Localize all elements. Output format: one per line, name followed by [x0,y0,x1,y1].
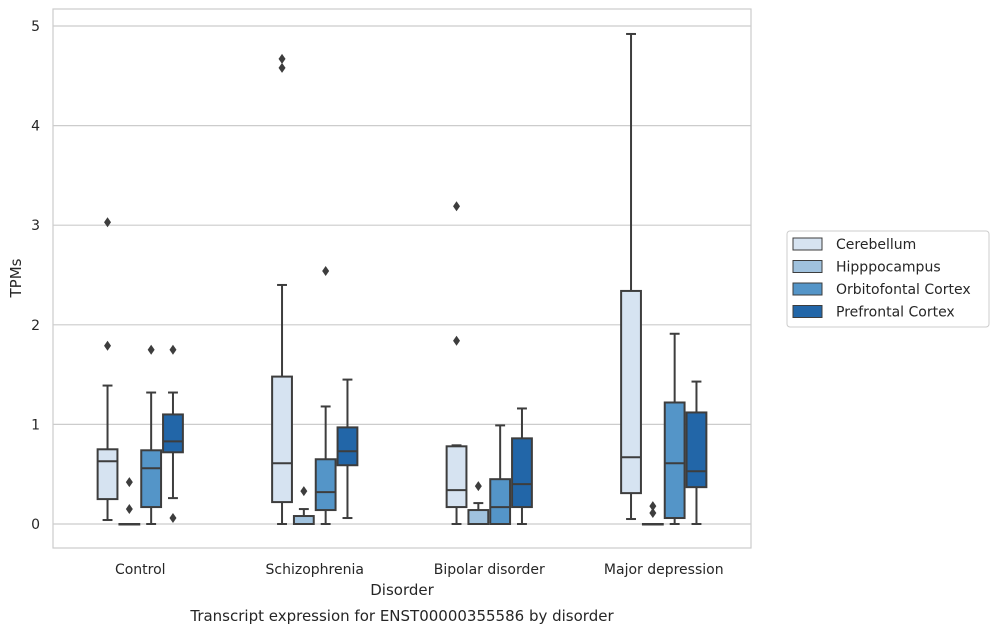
box-plot [336,378,359,520]
box-plot [511,407,533,525]
x-ticks: Control Schizophrenia Bipolar disorder Majo… [115,562,724,578]
x-tick-label: Major depression [604,562,724,578]
y-ticks: 0 1 2 3 4 5 [31,19,40,533]
outlier-point [322,266,330,277]
box-plot [96,217,119,522]
box-plot [685,380,708,525]
box-body [271,375,293,504]
box-plot [314,266,337,525]
x-tick-label: Control [115,562,166,578]
y-axis-title: TPMs [7,258,25,298]
legend-frame [786,230,990,328]
box-body [685,411,708,489]
box-plot [292,486,315,525]
outlier-point [125,504,133,515]
legend-swatch [792,260,823,273]
outlier-point [104,340,112,351]
legend-label: Orbitofontal Cortex [836,282,971,298]
outlier-point [474,481,482,492]
y-tick-label: 3 [31,218,40,234]
x-tick-label: Bipolar disorder [434,562,545,578]
outlier-point [649,508,657,519]
legend-label: Hipppocampus [836,260,941,276]
box-plot [271,53,293,525]
outlier-point [453,201,461,212]
legend-swatch [792,282,823,296]
legend: Cerebellum Hipppocampus Orbitofontal Corte… [786,230,990,328]
boxes [96,32,708,526]
box-body [620,289,642,495]
y-tick-label: 4 [31,119,40,135]
outlier-point [649,501,657,512]
outlier-point [147,344,155,355]
outlier-point [169,513,177,524]
outlier-point [453,335,461,346]
box-plot [641,501,664,526]
box-plot [162,344,184,524]
box-body [467,509,490,525]
legend-swatch [792,237,823,251]
box-body [445,445,468,509]
y-tick-label: 1 [31,417,40,433]
box-body [140,449,163,509]
box-body [96,448,119,501]
box-plot [118,477,141,526]
outlier-point [169,344,177,355]
outlier-point [278,53,286,64]
outlier-point [104,217,112,228]
y-tick-label: 0 [31,517,40,533]
box-body [314,458,337,512]
chart-caption: Transcript expression for ENST0000035558… [189,607,614,625]
box-body [162,413,184,454]
box-body [489,478,512,525]
box-plot [663,332,686,525]
outlier-point [125,477,133,488]
box-body [292,515,315,525]
x-tick-label: Schizophrenia [266,562,364,578]
x-axis-title: Disorder [370,581,434,599]
outlier-point [278,62,286,73]
box-plot [620,32,642,521]
legend-label: Cerebellum [836,237,916,253]
box-plot [140,344,163,525]
box-body [336,426,359,467]
legend-label: Prefrontal Cortex [836,305,955,321]
y-tick-label: 2 [31,318,40,334]
box-plot [489,424,512,525]
box-body [663,401,686,520]
outlier-point [300,486,308,497]
box-plot [445,201,468,525]
box-plot [467,481,490,525]
legend-swatch [792,305,823,318]
y-tick-label: 5 [31,19,40,35]
box-body [511,437,533,509]
